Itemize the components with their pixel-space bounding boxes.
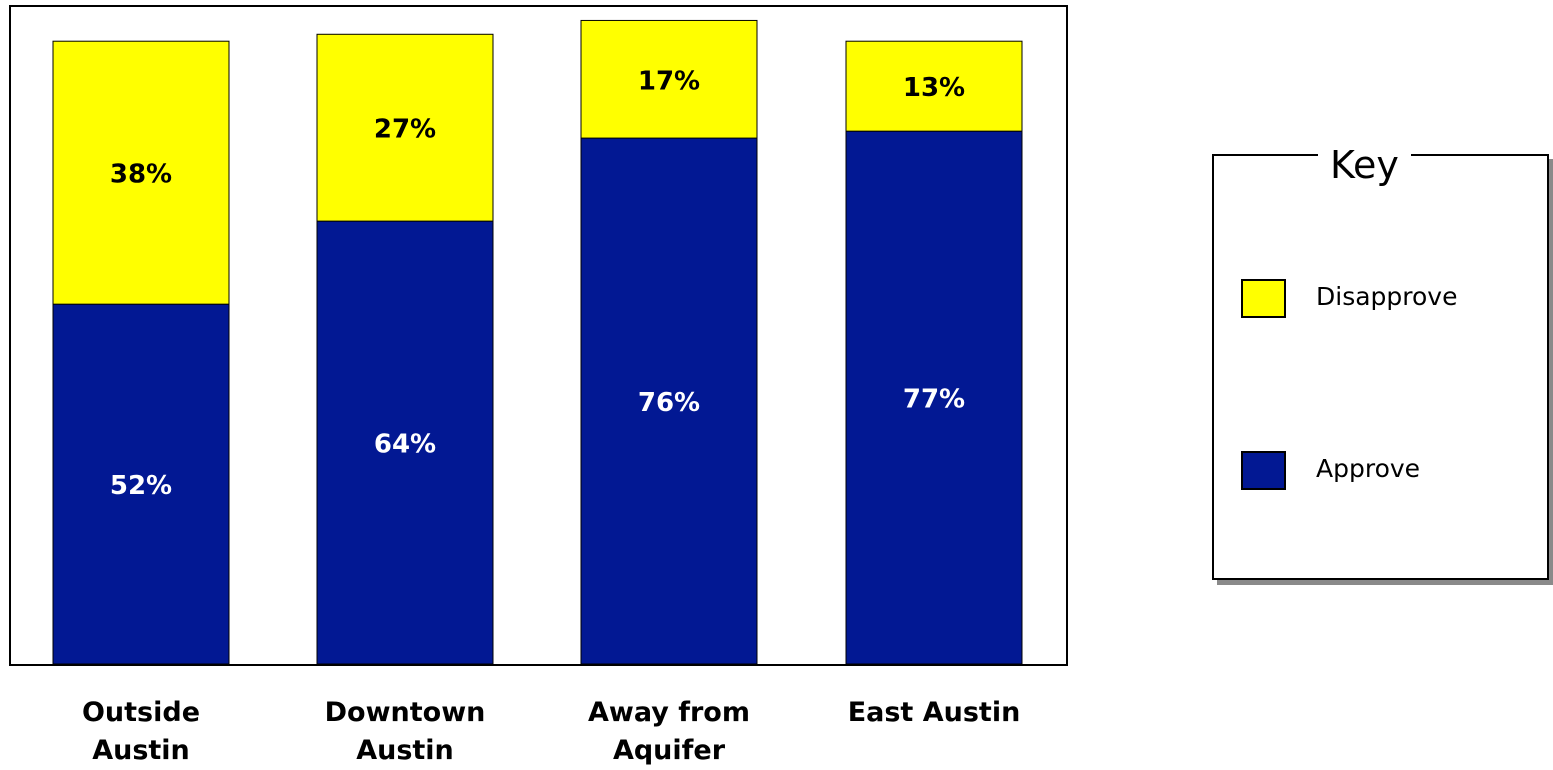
legend-swatch-disapprove bbox=[1241, 279, 1286, 318]
bar-approve-outside-austin bbox=[52, 303, 230, 665]
category-label-east-austin: East Austin bbox=[834, 694, 1034, 732]
data-label-disapprove-away-from-aquifer: 17% bbox=[638, 66, 700, 96]
category-label-away-from-aquifer: Away from Aquifer bbox=[569, 694, 769, 770]
category-label-line: Downtown bbox=[324, 697, 486, 728]
bar-approve-east-austin bbox=[845, 130, 1023, 665]
data-label-approve-away-from-aquifer: 76% bbox=[638, 388, 700, 418]
data-label-disapprove-downtown-austin: 27% bbox=[374, 115, 436, 145]
data-label-approve-downtown-austin: 64% bbox=[374, 430, 436, 460]
legend-label-approve: Approve bbox=[1316, 454, 1421, 483]
category-label-downtown-austin: Downtown Austin bbox=[305, 694, 505, 770]
bar-disapprove-downtown-austin bbox=[316, 33, 494, 222]
bars-group: 52% 38% 64% 27% 76% 17% 77% 13% bbox=[52, 19, 1023, 665]
category-label-line: Away from bbox=[588, 697, 750, 728]
bar-approve-away-from-aquifer bbox=[580, 137, 758, 665]
category-label-line: East Austin bbox=[847, 697, 1021, 728]
category-label-outside-austin: Outside Austin bbox=[41, 694, 241, 770]
legend-label-disapprove: Disapprove bbox=[1316, 282, 1458, 311]
bar-disapprove-outside-austin bbox=[52, 40, 230, 305]
legend-swatch-approve bbox=[1241, 451, 1286, 490]
bar-disapprove-east-austin bbox=[845, 40, 1023, 132]
legend-box bbox=[1212, 154, 1549, 580]
data-label-disapprove-east-austin: 13% bbox=[903, 73, 965, 103]
data-label-approve-outside-austin: 52% bbox=[110, 471, 172, 501]
category-label-line: Outside Austin bbox=[81, 697, 201, 766]
bar-disapprove-away-from-aquifer bbox=[580, 19, 758, 139]
category-label-line: Aquifer bbox=[612, 735, 726, 766]
data-label-disapprove-outside-austin: 38% bbox=[110, 160, 172, 190]
data-label-approve-east-austin: 77% bbox=[903, 385, 965, 415]
category-label-line: Austin bbox=[356, 735, 454, 766]
legend-title: Key bbox=[1318, 138, 1411, 192]
